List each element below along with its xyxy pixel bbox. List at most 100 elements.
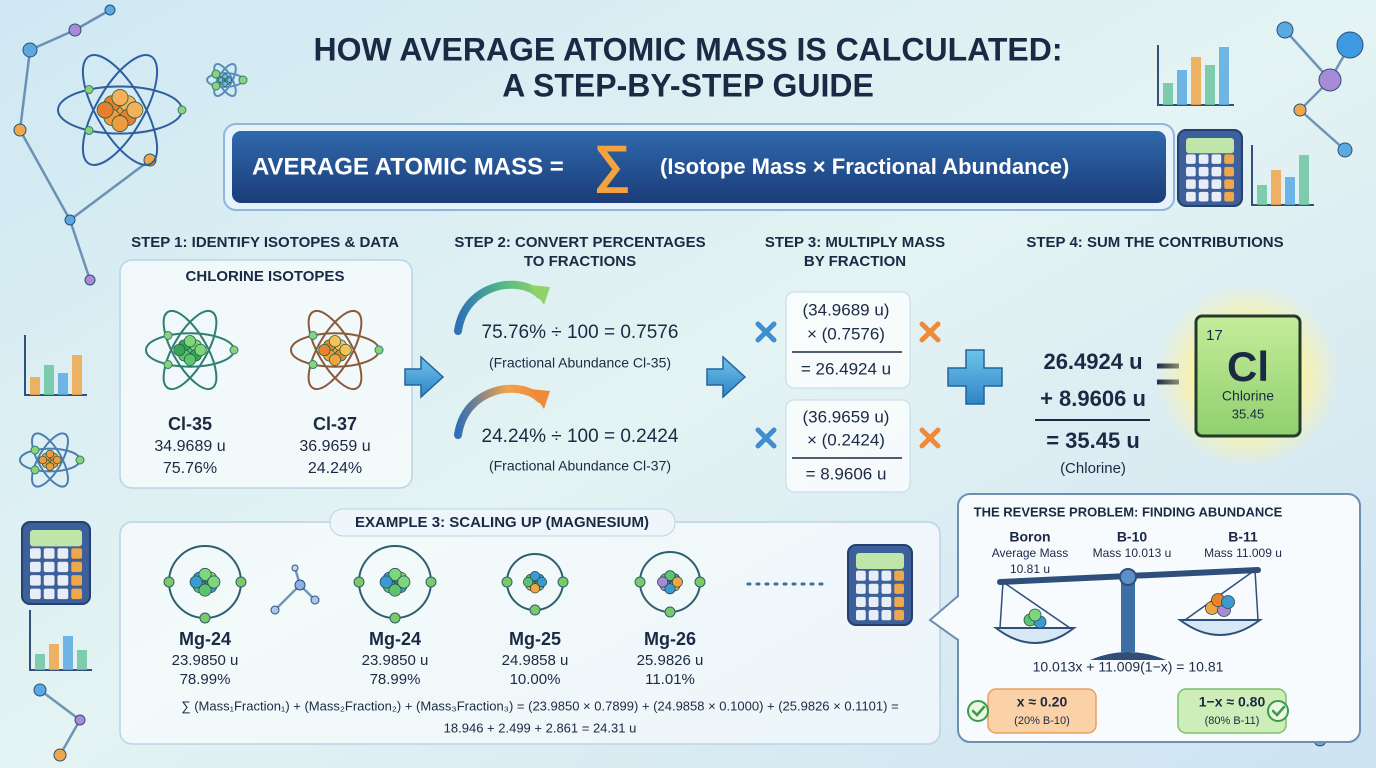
- formula-banner: [232, 131, 1166, 203]
- reverse-column: B-10: [1117, 529, 1148, 545]
- check-icon: [1267, 700, 1289, 722]
- molecule-atom: [1336, 31, 1364, 59]
- electron: [235, 576, 247, 588]
- box-title: CHLORINE ISOTOPES: [186, 268, 345, 285]
- electron: [501, 576, 513, 588]
- electron: [30, 445, 40, 455]
- calculator-key: [881, 583, 892, 594]
- calculator-key: [868, 596, 879, 608]
- electron: [199, 612, 211, 624]
- electron: [30, 465, 40, 475]
- sum-line: + 8.9606 u: [1040, 386, 1146, 411]
- calculator-key: [71, 548, 82, 559]
- isotope-abundance: 24.24%: [308, 460, 362, 477]
- example-formula: 18.946 + 2.499 + 2.861 = 24.31 u: [444, 720, 637, 735]
- product-line: × (0.2424): [807, 430, 885, 449]
- nucleon: [328, 353, 342, 366]
- nucleon: [318, 343, 331, 357]
- reverse-column: Average Mass: [992, 546, 1068, 560]
- atom-icon: [501, 553, 569, 616]
- nucleon: [1028, 608, 1042, 622]
- calculator-key: [71, 575, 82, 586]
- nucleon: [198, 583, 212, 597]
- chart-bar: [77, 650, 87, 670]
- molecule-atom: [53, 748, 67, 762]
- electron: [374, 345, 384, 355]
- calculator-key: [1224, 166, 1234, 177]
- electron: [75, 455, 85, 465]
- calculator-key: [894, 610, 904, 621]
- calculator-key: [1186, 166, 1196, 177]
- calculator-key: [30, 561, 41, 573]
- curved-arrow: [454, 384, 544, 439]
- nucleon: [222, 81, 228, 87]
- balance-post: [1121, 580, 1135, 652]
- orbit: [162, 309, 218, 391]
- nucleon: [388, 567, 402, 581]
- isotope-name: Mg-24: [369, 629, 421, 649]
- atomic-number: 17: [1206, 327, 1223, 344]
- nucleon: [207, 575, 221, 589]
- orbit: [31, 432, 69, 488]
- check-mark: [971, 705, 986, 717]
- nucleon: [45, 449, 55, 459]
- molecule-icon: [1276, 21, 1364, 158]
- calculator-key: [894, 570, 904, 581]
- chart-bar: [44, 365, 54, 395]
- step-heading: STEP 2: CONVERT PERCENTAGES: [454, 234, 705, 251]
- calculator-key: [71, 561, 82, 573]
- chart-bar: [1177, 70, 1187, 105]
- electron: [84, 125, 94, 135]
- electron: [425, 576, 437, 588]
- molecule-atom: [270, 605, 280, 615]
- isotope-name: Mg-25: [509, 629, 561, 649]
- molecule-atom: [1293, 103, 1307, 117]
- nucleon: [45, 462, 55, 471]
- check-icon: [967, 700, 989, 722]
- chart-bar: [30, 377, 40, 395]
- molecule-atom: [74, 714, 86, 726]
- sigma-symbol: ∑: [593, 136, 630, 194]
- electron: [557, 576, 569, 588]
- nucleon: [222, 73, 228, 80]
- curved-arrow-head: [530, 389, 550, 409]
- calculator-key: [856, 596, 866, 608]
- calculator-key: [894, 583, 904, 594]
- balance-strings: [999, 569, 1259, 629]
- title: HOW AVERAGE ATOMIC MASS IS CALCULATED:: [313, 31, 1062, 67]
- nucleon: [529, 570, 541, 582]
- orbit: [31, 432, 69, 488]
- molecule-atom: [84, 274, 96, 286]
- molecule-atom: [1318, 68, 1342, 92]
- nucleon: [38, 455, 48, 465]
- isotope-abundance: 78.99%: [180, 671, 231, 688]
- product-line: = 26.4924 u: [801, 359, 891, 378]
- orbit: [162, 309, 218, 391]
- nucleon: [226, 77, 233, 83]
- example-formula: ∑ (Mass₁Fraction₁) + (Mass₂Fraction₂) + …: [181, 698, 898, 713]
- electron: [529, 604, 541, 616]
- electron: [177, 105, 187, 115]
- product-line: = 8.9606 u: [806, 464, 887, 483]
- arrow-icon: [706, 355, 747, 399]
- nucleon: [388, 583, 402, 597]
- step-heading: TO FRACTIONS: [524, 253, 636, 270]
- atom-icon: [19, 432, 85, 488]
- calculator-key: [57, 548, 69, 559]
- electron: [308, 330, 318, 340]
- atom-icon: [206, 63, 248, 97]
- calculator-key: [30, 548, 41, 559]
- bond: [29, 28, 76, 52]
- calculator-key: [1211, 179, 1222, 189]
- molecule-atom: [1276, 21, 1294, 39]
- calculator-key: [57, 575, 69, 586]
- chart-bar: [63, 636, 73, 670]
- chart-bar: [58, 373, 68, 395]
- calculator-key: [1186, 154, 1196, 164]
- isotope-mass: 24.9858 u: [502, 652, 569, 669]
- isotope-name: Cl-35: [168, 414, 212, 434]
- calculator-key: [30, 575, 41, 586]
- product-box: [785, 399, 911, 493]
- result-value: x ≈ 0.20: [1017, 694, 1068, 710]
- calculator-key: [1211, 191, 1222, 202]
